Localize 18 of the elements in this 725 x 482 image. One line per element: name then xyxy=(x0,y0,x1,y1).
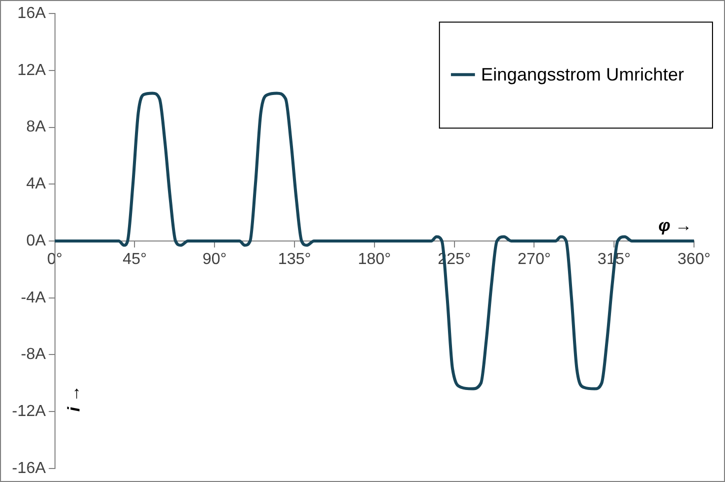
y-tick-label: 16A xyxy=(17,5,46,22)
y-tick-label: -12A xyxy=(12,402,46,420)
y-tick-label: -8A xyxy=(20,346,46,364)
x-tick-label: 90° xyxy=(202,251,227,268)
x-tick-label: 45° xyxy=(122,251,147,268)
x-tick-label: 135° xyxy=(278,251,312,268)
x-tick-label: 360° xyxy=(677,251,711,268)
x-axis-title: φ → xyxy=(658,216,692,236)
y-tick-label: -16A xyxy=(12,460,46,477)
y-tick-label: 0A xyxy=(26,232,46,250)
y-tick-label: -4A xyxy=(20,289,46,306)
y-tick-label: 8A xyxy=(26,118,46,136)
x-tick-label: 270° xyxy=(518,251,551,268)
y-tick-label: 4A xyxy=(26,176,46,193)
y-axis-title: i → xyxy=(64,385,84,412)
y-tick-label: 12A xyxy=(17,62,46,79)
x-tick-label: 180° xyxy=(358,251,391,268)
legend-label: Eingangsstrom Umrichter xyxy=(480,64,684,85)
